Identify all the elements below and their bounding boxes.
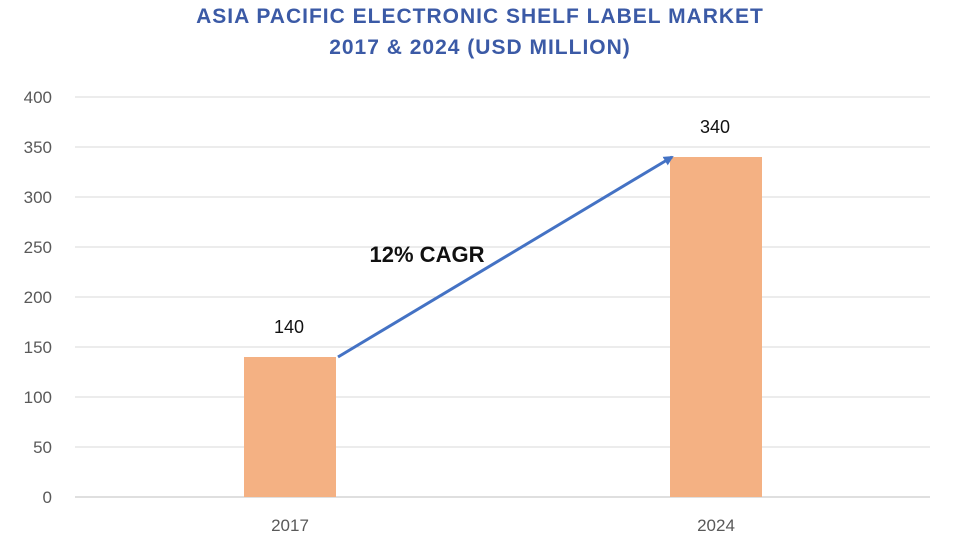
chart-title: ASIA PACIFIC ELECTRONIC SHELF LABEL MARK…	[196, 5, 764, 28]
y-tick-label: 50	[33, 438, 52, 457]
data-label: 140	[274, 317, 304, 337]
cagr-label: 12% CAGR	[370, 242, 485, 267]
data-label: 340	[700, 117, 730, 137]
y-tick-label: 250	[24, 238, 52, 257]
y-tick-label: 100	[24, 388, 52, 407]
bar-2024	[670, 157, 762, 497]
y-tick-label: 0	[43, 488, 52, 507]
cagr-annotation: 12% CAGR	[337, 155, 674, 359]
bar-2017	[244, 357, 336, 497]
bars	[244, 157, 762, 497]
x-tick-label: 2017	[271, 516, 309, 535]
data-labels: 140 340	[274, 117, 730, 337]
y-tick-label: 400	[24, 88, 52, 107]
x-axis-ticks: 2017 2024	[271, 516, 735, 535]
y-tick-label: 200	[24, 288, 52, 307]
y-tick-label: 300	[24, 188, 52, 207]
cagr-arrow	[337, 155, 674, 359]
chart-subtitle: 2017 & 2024 (USD MILLION)	[329, 36, 631, 59]
gridlines	[75, 96, 930, 498]
y-tick-label: 150	[24, 338, 52, 357]
y-tick-label: 350	[24, 138, 52, 157]
x-tick-label: 2024	[697, 516, 735, 535]
y-axis-ticks: 0 50 100 150 200 250 300 350 400	[24, 88, 52, 507]
